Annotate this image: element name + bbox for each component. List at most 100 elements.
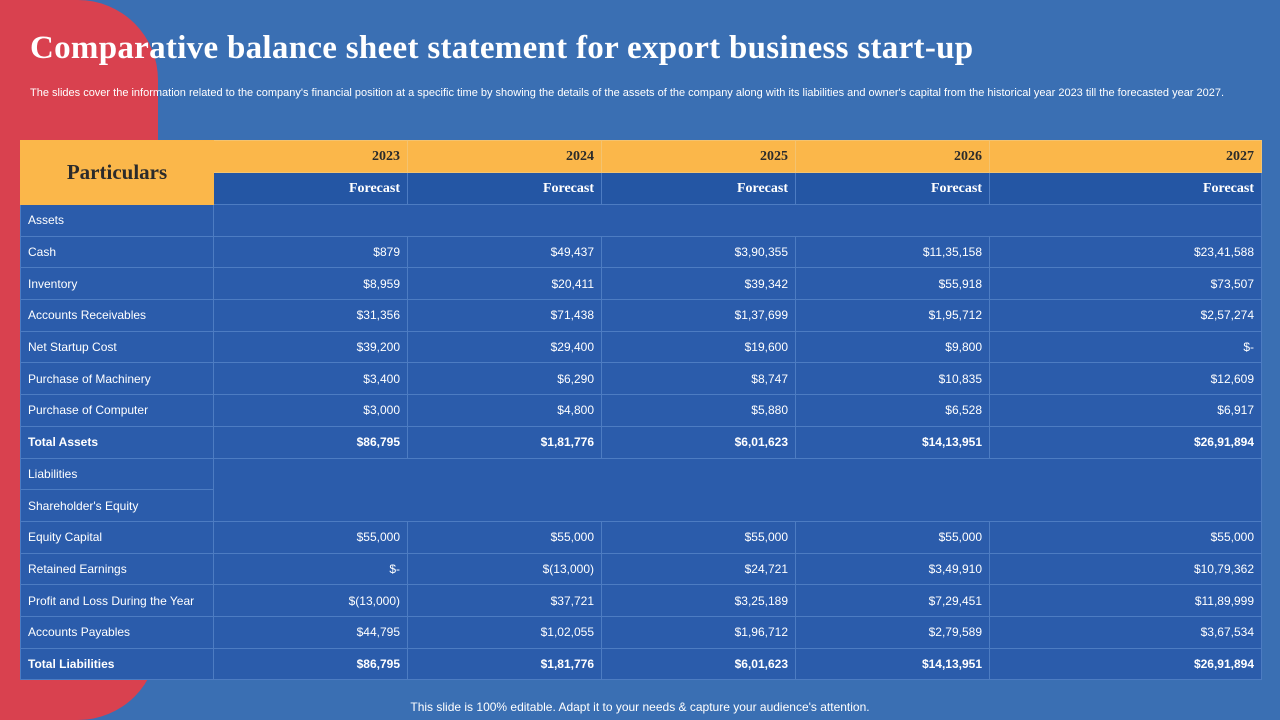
row-label: Total Liabilities (20, 647, 214, 681)
row-label: Retained Earnings (20, 552, 214, 586)
table-cell: $26,91,894 (989, 647, 1262, 681)
table-cell: $10,835 (795, 362, 990, 396)
row-label: Purchase of Machinery (20, 362, 214, 396)
table-cell: $71,438 (407, 299, 602, 332)
section-blank-cell (213, 457, 1262, 522)
row-label: Accounts Receivables (20, 299, 214, 332)
forecast-header-row: Forecast Forecast Forecast Forecast Fore… (21, 172, 1262, 205)
table-cell: $- (989, 330, 1262, 364)
table-cell: $39,200 (213, 330, 408, 364)
table-cell: $14,13,951 (795, 425, 990, 459)
table-cell: $3,90,355 (601, 235, 796, 269)
table-cell: $6,01,623 (601, 425, 796, 459)
table-cell: $1,02,055 (407, 615, 602, 649)
total-row: Total Liabilities $86,795 $1,81,776 $6,01,6… (20, 647, 1262, 681)
table-row: Equity Capital $55,000 $55,000 $55,000 $55,0… (20, 520, 1262, 554)
table-cell: $8,959 (213, 267, 408, 301)
table-cell: $1,81,776 (407, 425, 602, 459)
row-label: Net Startup Cost (20, 330, 214, 364)
forecast-header: Forecast (213, 172, 408, 205)
table-cell: $3,400 (213, 362, 408, 396)
row-label: Assets (20, 204, 214, 237)
year-header: 2025 (601, 140, 796, 173)
table-cell: $1,95,712 (795, 299, 990, 332)
table-cell: $23,41,588 (989, 235, 1262, 269)
year-header-row: Particulars 2023 2024 2025 2026 2027 (20, 140, 1262, 205)
page-subtitle: The slides cover the information related… (30, 87, 1225, 99)
table-cell: $(13,000) (407, 552, 602, 586)
table-row: Retained Earnings $- $(13,000) $24,721 $3,49… (20, 552, 1262, 586)
table-cell: $5,880 (601, 394, 796, 427)
table-row: Inventory $8,959 $20,411 $39,342 $55,918 $73,… (20, 267, 1262, 301)
table-cell: $1,96,712 (601, 615, 796, 649)
table-cell: $1,37,699 (601, 299, 796, 332)
balance-sheet-table: Particulars 2023 2024 2025 2026 2027 For… (20, 140, 1262, 681)
table-cell: $14,13,951 (795, 647, 990, 681)
row-label: Cash (20, 235, 214, 269)
row-label: Liabilities (20, 457, 214, 491)
table-row: Purchase of Computer $3,000 $4,800 $5,880 $6… (20, 394, 1262, 427)
table-cell: $37,721 (407, 584, 602, 617)
year-header: 2023 (213, 140, 408, 173)
page-title: Comparative balance sheet statement for … (30, 30, 974, 66)
table-cell: $31,356 (213, 299, 408, 332)
forecast-header: Forecast (795, 172, 990, 205)
table-cell: $39,342 (601, 267, 796, 301)
table-cell: $879 (213, 235, 408, 269)
table-cell: $2,57,274 (989, 299, 1262, 332)
year-header: 2027 (989, 140, 1262, 173)
table-cell: $4,800 (407, 394, 602, 427)
row-label: Total Assets (20, 425, 214, 459)
row-label: Accounts Payables (20, 615, 214, 649)
row-label: Inventory (20, 267, 214, 301)
table-cell: $19,600 (601, 330, 796, 364)
table-cell: $7,29,451 (795, 584, 990, 617)
year-header: 2026 (795, 140, 990, 173)
section-row: Liabilities (20, 457, 1262, 522)
table-cell: $44,795 (213, 615, 408, 649)
table-row: Accounts Payables $44,795 $1,02,055 $1,96,7… (20, 615, 1262, 649)
table-cell: $9,800 (795, 330, 990, 364)
table-cell: $3,67,534 (989, 615, 1262, 649)
table-cell: $- (213, 552, 408, 586)
table-cell: $55,000 (601, 520, 796, 554)
table-cell: $1,81,776 (407, 647, 602, 681)
table-row: Purchase of Machinery $3,400 $6,290 $8,747 $… (20, 362, 1262, 396)
table-cell: $6,290 (407, 362, 602, 396)
table-cell: $12,609 (989, 362, 1262, 396)
table-row: Accounts Receivables $31,356 $71,438 $1,37,… (20, 299, 1262, 332)
table-cell: $6,917 (989, 394, 1262, 427)
table-cell: $55,000 (213, 520, 408, 554)
table-cell: $2,79,589 (795, 615, 990, 649)
table-row: Profit and Loss During the Year $(13,000)… (20, 584, 1262, 617)
table-cell: $11,89,999 (989, 584, 1262, 617)
table-cell: $10,79,362 (989, 552, 1262, 586)
table-cell: $6,528 (795, 394, 990, 427)
table-cell: $73,507 (989, 267, 1262, 301)
table-cell: $49,437 (407, 235, 602, 269)
table-row: Net Startup Cost $39,200 $29,400 $19,600 $9,… (20, 330, 1262, 364)
section-blank-cell (213, 204, 1262, 237)
section-row: Assets (20, 204, 1262, 237)
table-body: Assets Cash $879 $49,437 $3,90,355 $11,35,158… (20, 204, 1262, 681)
row-label: Equity Capital (20, 520, 214, 554)
table-cell: $3,25,189 (601, 584, 796, 617)
particulars-header: Particulars (20, 140, 214, 205)
table-cell: $55,000 (989, 520, 1262, 554)
table-row: Cash $879 $49,437 $3,90,355 $11,35,158 $23,41… (20, 235, 1262, 269)
table-cell: $(13,000) (213, 584, 408, 617)
row-label: Profit and Loss During the Year (20, 584, 214, 617)
total-row: Total Assets $86,795 $1,81,776 $6,01,623 $14… (20, 425, 1262, 459)
section-row: Shareholder's Equity (20, 489, 1262, 522)
table-cell: $29,400 (407, 330, 602, 364)
table-cell: $3,49,910 (795, 552, 990, 586)
forecast-header: Forecast (407, 172, 602, 205)
table-cell: $24,721 (601, 552, 796, 586)
table-cell: $3,000 (213, 394, 408, 427)
table-cell: $86,795 (213, 647, 408, 681)
forecast-header: Forecast (601, 172, 796, 205)
table-cell: $20,411 (407, 267, 602, 301)
table-cell: $6,01,623 (601, 647, 796, 681)
table-cell: $26,91,894 (989, 425, 1262, 459)
table-cell: $55,000 (407, 520, 602, 554)
